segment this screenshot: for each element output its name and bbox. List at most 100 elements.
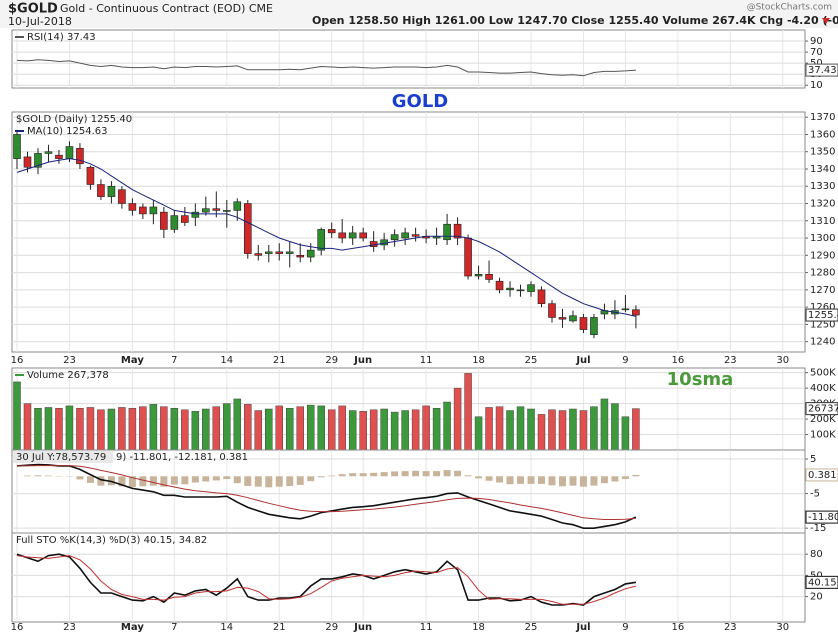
- x-tick-label: 14: [220, 622, 233, 633]
- bar: [569, 476, 577, 486]
- candle-body: [590, 317, 598, 336]
- bar: [548, 409, 556, 451]
- candle-body: [296, 255, 305, 258]
- value-badge-label: 37.43: [808, 65, 837, 76]
- x-tick-label: 7: [171, 622, 177, 633]
- note-box: [13, 451, 113, 463]
- bar: [76, 407, 84, 451]
- quote: Open 1258.50 High 1261.00 Low 1247.70 Cl…: [312, 14, 838, 27]
- bar: [285, 407, 294, 451]
- y-tick-label: 70: [810, 47, 823, 58]
- bar: [527, 408, 535, 451]
- bar: [527, 476, 535, 484]
- bar: [537, 414, 546, 451]
- candle-body: [76, 147, 84, 165]
- bar: [548, 476, 556, 486]
- panel-title: Full STO %K(14,3) %D(3) 40.15, 34.82: [16, 535, 207, 546]
- bar: [590, 406, 598, 451]
- legend-label: Volume 267,378: [27, 370, 109, 381]
- bar: [422, 405, 430, 451]
- candle-body: [506, 287, 514, 291]
- value-badge: [805, 63, 838, 77]
- bar: [128, 407, 137, 451]
- bar: [391, 471, 399, 477]
- x-tick-label: 25: [525, 622, 538, 633]
- series-line: [17, 465, 636, 520]
- x-tick-label: Jun: [353, 355, 372, 366]
- bar: [139, 406, 147, 451]
- bar: [538, 476, 545, 484]
- candle-body: [44, 151, 53, 154]
- candle-body: [212, 208, 221, 211]
- y-tick-label: 1280: [810, 268, 835, 279]
- y-tick-label: 1350: [810, 147, 835, 158]
- y-tick-label: 1260: [810, 302, 835, 313]
- y-tick-label: 80: [810, 549, 823, 560]
- bar: [34, 407, 42, 451]
- bar: [433, 471, 441, 477]
- bar: [411, 409, 420, 451]
- x-tick-label: 30: [776, 622, 789, 633]
- bar: [107, 408, 116, 451]
- bar: [254, 476, 262, 487]
- bar: [454, 470, 462, 477]
- bar: [496, 476, 504, 483]
- bar: [380, 408, 388, 451]
- y-tick-label: 1250: [810, 319, 835, 330]
- bar: [558, 476, 566, 487]
- bar: [296, 406, 304, 451]
- y-tick-label: 100K: [810, 430, 836, 441]
- candle-body: [128, 203, 137, 211]
- bar: [128, 476, 136, 488]
- candle-body: [443, 223, 451, 241]
- x-tick-label: 18: [472, 355, 485, 366]
- value-badge: [805, 402, 838, 416]
- bar: [13, 381, 21, 451]
- candle-body: [348, 232, 357, 239]
- y-tick-label: 400K: [810, 383, 836, 394]
- series-line: [16, 59, 636, 77]
- candle-body: [558, 317, 567, 320]
- bar: [349, 473, 357, 477]
- bar: [86, 407, 95, 451]
- candle-body: [401, 232, 409, 239]
- candle-body: [621, 308, 630, 311]
- bar: [265, 408, 273, 451]
- bar: [401, 471, 409, 477]
- candle-body: [139, 206, 147, 215]
- panel: [11, 29, 806, 89]
- bar: [34, 475, 42, 477]
- candle-body: [285, 251, 294, 254]
- chart-date: 10-Jul-2018: [8, 15, 72, 28]
- bar: [97, 409, 105, 451]
- bar: [359, 473, 367, 477]
- candle-body: [474, 274, 483, 277]
- bar: [600, 398, 609, 451]
- x-tick-label: 29: [325, 355, 338, 366]
- bar: [244, 404, 252, 451]
- panel: [11, 532, 806, 623]
- bar: [464, 373, 472, 451]
- bar: [590, 476, 598, 486]
- annotation: 10sma: [667, 369, 734, 390]
- x-tick-label: 14: [220, 355, 233, 366]
- bar: [485, 476, 493, 481]
- candle-body: [537, 289, 546, 304]
- y-tick-label: 1270: [810, 285, 835, 296]
- bar: [275, 405, 283, 451]
- candle-body: [579, 317, 588, 330]
- x-tick-label: 23: [724, 622, 737, 633]
- y-tick-label: 1310: [810, 216, 835, 227]
- panel-title: 9) -11.801, -12.181, 0.381: [116, 452, 248, 463]
- bar: [611, 476, 619, 482]
- candle-body: [13, 134, 21, 159]
- bar: [44, 475, 52, 477]
- bar: [118, 476, 126, 487]
- header-bg: [0, 0, 838, 28]
- bar: [223, 476, 231, 480]
- bar: [160, 406, 168, 451]
- series-line: [16, 553, 637, 606]
- value-badge-label: 267378: [808, 404, 838, 415]
- y-tick-label: 1320: [810, 199, 835, 210]
